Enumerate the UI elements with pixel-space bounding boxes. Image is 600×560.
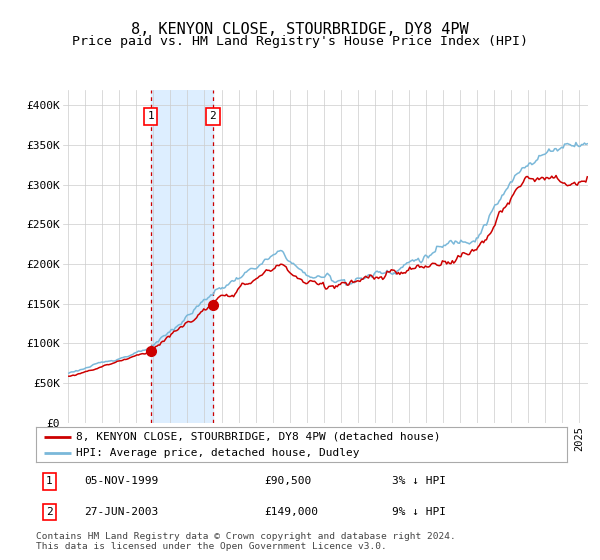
Text: HPI: Average price, detached house, Dudley: HPI: Average price, detached house, Dudl… <box>76 447 359 458</box>
Text: 3% ↓ HPI: 3% ↓ HPI <box>392 477 446 486</box>
Bar <box>151 90 213 423</box>
Text: 27-JUN-2003: 27-JUN-2003 <box>84 507 158 517</box>
Text: Contains HM Land Registry data © Crown copyright and database right 2024.
This d: Contains HM Land Registry data © Crown c… <box>36 532 456 552</box>
Text: Price paid vs. HM Land Registry's House Price Index (HPI): Price paid vs. HM Land Registry's House … <box>72 35 528 48</box>
Text: 1: 1 <box>147 111 154 122</box>
Text: £149,000: £149,000 <box>265 507 319 517</box>
Text: 8, KENYON CLOSE, STOURBRIDGE, DY8 4PW (detached house): 8, KENYON CLOSE, STOURBRIDGE, DY8 4PW (d… <box>76 432 440 442</box>
Text: 1: 1 <box>46 477 53 486</box>
Text: 2: 2 <box>209 111 216 122</box>
Text: 8, KENYON CLOSE, STOURBRIDGE, DY8 4PW: 8, KENYON CLOSE, STOURBRIDGE, DY8 4PW <box>131 22 469 38</box>
Text: 9% ↓ HPI: 9% ↓ HPI <box>392 507 446 517</box>
Text: 05-NOV-1999: 05-NOV-1999 <box>84 477 158 486</box>
Text: 2: 2 <box>46 507 53 517</box>
Text: £90,500: £90,500 <box>265 477 311 486</box>
